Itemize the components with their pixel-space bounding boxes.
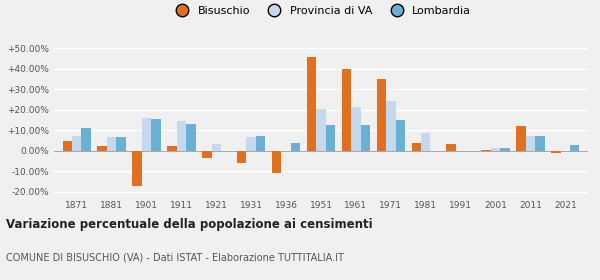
Text: COMUNE DI BISUSCHIO (VA) - Dati ISTAT - Elaborazione TUTTITALIA.IT: COMUNE DI BISUSCHIO (VA) - Dati ISTAT - … bbox=[6, 252, 344, 262]
Bar bbox=[167, 146, 176, 151]
Bar bbox=[176, 121, 186, 151]
Bar bbox=[133, 151, 142, 186]
Bar bbox=[107, 137, 116, 151]
Bar bbox=[342, 69, 351, 151]
Bar bbox=[386, 101, 395, 151]
Bar bbox=[526, 136, 535, 151]
Bar bbox=[247, 137, 256, 151]
Bar bbox=[272, 151, 281, 173]
Bar bbox=[62, 141, 72, 151]
Bar bbox=[97, 146, 107, 151]
Bar bbox=[551, 151, 560, 153]
Bar bbox=[116, 137, 126, 151]
Bar bbox=[202, 151, 212, 158]
Bar bbox=[446, 144, 456, 151]
Bar bbox=[570, 145, 580, 151]
Bar bbox=[186, 124, 196, 151]
Bar bbox=[291, 143, 300, 151]
Bar bbox=[395, 120, 405, 151]
Bar bbox=[481, 150, 491, 151]
Bar bbox=[516, 126, 526, 151]
Bar bbox=[412, 143, 421, 151]
Bar bbox=[535, 136, 545, 151]
Bar bbox=[351, 107, 361, 151]
Bar bbox=[316, 109, 326, 151]
Bar bbox=[421, 133, 430, 151]
Bar bbox=[142, 118, 151, 151]
Bar bbox=[256, 136, 265, 151]
Bar bbox=[82, 128, 91, 151]
Bar bbox=[377, 79, 386, 151]
Bar bbox=[72, 136, 82, 151]
Text: Variazione percentuale della popolazione ai censimenti: Variazione percentuale della popolazione… bbox=[6, 218, 373, 231]
Bar bbox=[500, 148, 509, 151]
Bar bbox=[491, 148, 500, 151]
Bar bbox=[237, 151, 247, 163]
Bar bbox=[307, 57, 316, 151]
Bar bbox=[361, 125, 370, 151]
Bar bbox=[326, 125, 335, 151]
Bar bbox=[151, 119, 161, 151]
Legend: Bisuschio, Provincia di VA, Lombardia: Bisuschio, Provincia di VA, Lombardia bbox=[166, 1, 476, 20]
Bar bbox=[212, 144, 221, 151]
